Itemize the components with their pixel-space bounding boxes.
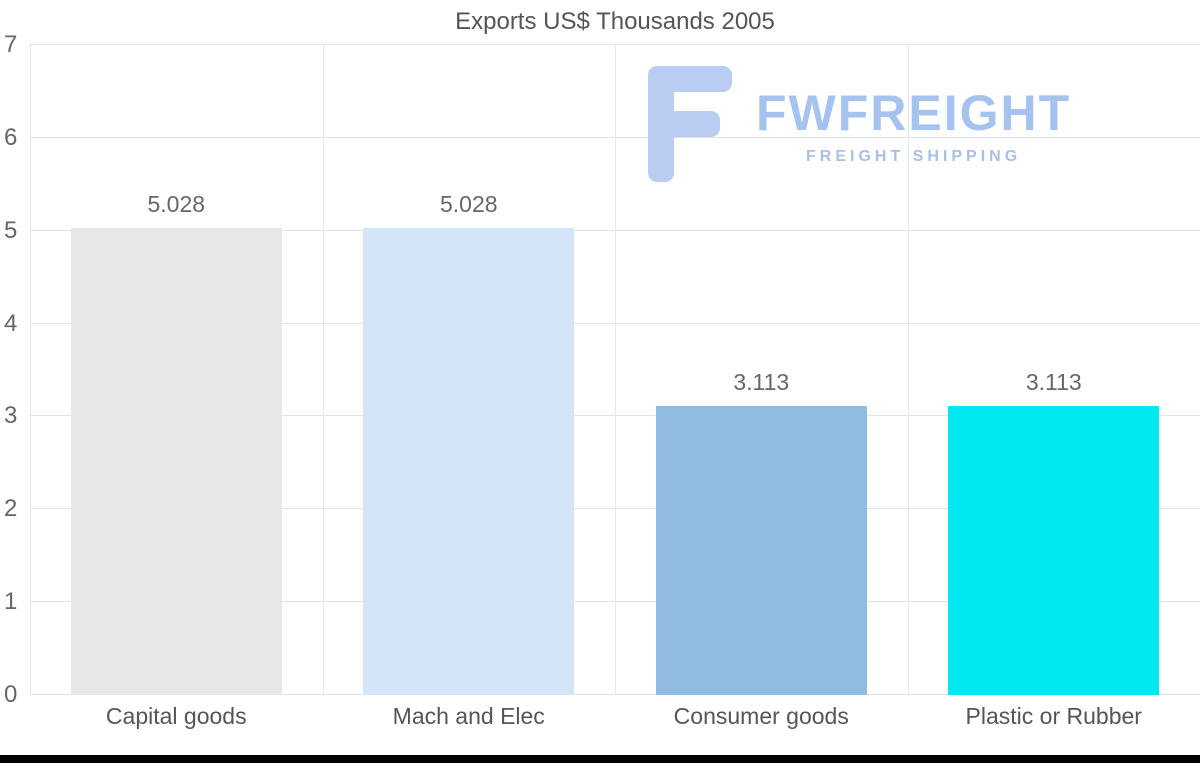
y-axis-tick-label: 4 — [4, 309, 18, 337]
y-axis-tick-label: 5 — [4, 216, 18, 244]
bar — [948, 405, 1160, 695]
bar-slot: 3.113 — [615, 45, 908, 695]
bar-slot: 3.113 — [908, 45, 1200, 695]
y-axis-tick-label: 3 — [4, 402, 18, 430]
gridline-horizontal — [30, 44, 1200, 45]
bar — [70, 228, 282, 695]
y-axis-tick-label: 0 — [4, 681, 18, 708]
watermark-text: FWFREIGHT FREIGHT SHIPPING — [756, 66, 1071, 166]
bottom-strip — [0, 755, 1200, 763]
watermark-brand: FWFREIGHT — [756, 85, 1072, 141]
y-axis-tick-label: 2 — [4, 495, 18, 523]
plot-area: 0 1 2 3 4 5 6 7 5.028 5.028 3.113 3.113 — [4, 33, 1200, 707]
x-axis-label: Consumer goods — [673, 703, 849, 729]
gridline-vertical — [30, 45, 31, 695]
bar-value-label: 3.113 — [733, 368, 790, 395]
bar-value-label: 5.028 — [147, 191, 206, 218]
gridline-vertical — [615, 45, 616, 695]
gridline-vertical — [907, 45, 909, 695]
fwfreight-logo-icon — [648, 66, 732, 182]
bar-value-label: 3.113 — [1025, 368, 1082, 395]
bar-slot: 5.028 — [30, 45, 323, 695]
x-axis-label: Plastic or Rubber — [965, 703, 1142, 729]
x-axis-label: Mach and Elec — [392, 703, 545, 729]
y-axis-tick-label: 1 — [4, 588, 18, 616]
bar — [363, 228, 575, 695]
x-axis-labels: Capital goods Mach and Elec Consumer goods… — [30, 703, 1200, 737]
gridline-vertical — [322, 45, 324, 695]
bar — [655, 405, 867, 695]
bar-value-label: 5.028 — [439, 191, 498, 218]
watermark-logo: FWFREIGHT FREIGHT SHIPPING — [648, 66, 1071, 182]
bar-slot: 5.028 — [323, 45, 616, 695]
y-axis-tick-label: 6 — [4, 123, 18, 151]
watermark-tagline: FREIGHT SHIPPING — [806, 148, 1022, 165]
chart-title: Exports US$ Thousands 2005 — [455, 8, 775, 35]
x-axis-label: Capital goods — [105, 703, 247, 729]
y-axis-tick-label: 7 — [4, 31, 18, 58]
